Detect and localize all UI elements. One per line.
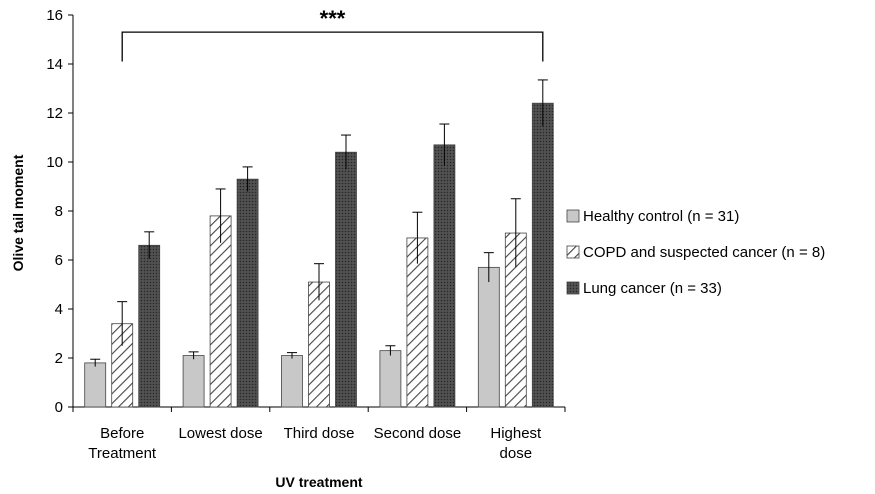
bar — [335, 151, 357, 408]
x-tick-label: Lowest dose — [178, 425, 262, 442]
x-tick-label: Highest — [490, 425, 542, 442]
y-tick-label: 4 — [55, 301, 63, 318]
significance-bracket: *** — [121, 6, 544, 62]
bar — [433, 144, 456, 408]
bar — [138, 244, 161, 408]
legend-label: Lung cancer (n = 33) — [583, 280, 722, 297]
x-axis-title: UV treatment — [275, 474, 362, 490]
bar — [531, 102, 554, 408]
x-tick-label: Before — [100, 425, 144, 442]
y-tick-label: 14 — [46, 56, 63, 73]
y-tick-label: 0 — [55, 399, 63, 416]
bar — [84, 362, 107, 408]
x-axis: Before Treatment Lowest dose Third dose Seco… — [72, 406, 566, 462]
y-tick-label: 2 — [55, 350, 63, 367]
legend-swatch — [566, 209, 580, 223]
y-axis-title: Olive tail moment — [10, 154, 26, 271]
legend: Healthy control (n = 31) COPD and suspect… — [566, 208, 825, 297]
bar — [236, 178, 259, 408]
y-tick-label: 8 — [55, 203, 63, 220]
y-tick-label: 6 — [55, 252, 63, 269]
x-tick-label: Second dose — [374, 425, 462, 442]
x-tick-label: dose — [500, 445, 533, 462]
y-tick-label: 12 — [46, 105, 63, 122]
bar — [308, 281, 330, 408]
y-axis: 0 2 4 6 8 10 12 14 16 — [46, 7, 74, 416]
bar — [209, 215, 232, 408]
legend-swatch — [566, 281, 580, 295]
bar — [379, 350, 402, 408]
bars — [84, 79, 554, 408]
bar — [281, 355, 303, 408]
bar — [182, 355, 205, 408]
x-tick-label: Third dose — [284, 425, 355, 442]
legend-label: Healthy control (n = 31) — [583, 208, 739, 225]
y-tick-label: 16 — [46, 7, 63, 24]
significance-line — [121, 31, 544, 62]
bar — [477, 266, 500, 408]
legend-swatch — [566, 245, 580, 259]
y-tick-label: 10 — [46, 154, 63, 171]
x-tick-label: Treatment — [88, 445, 157, 462]
legend-label: COPD and suspected cancer (n = 8) — [583, 244, 825, 261]
significance-label: *** — [320, 6, 346, 31]
